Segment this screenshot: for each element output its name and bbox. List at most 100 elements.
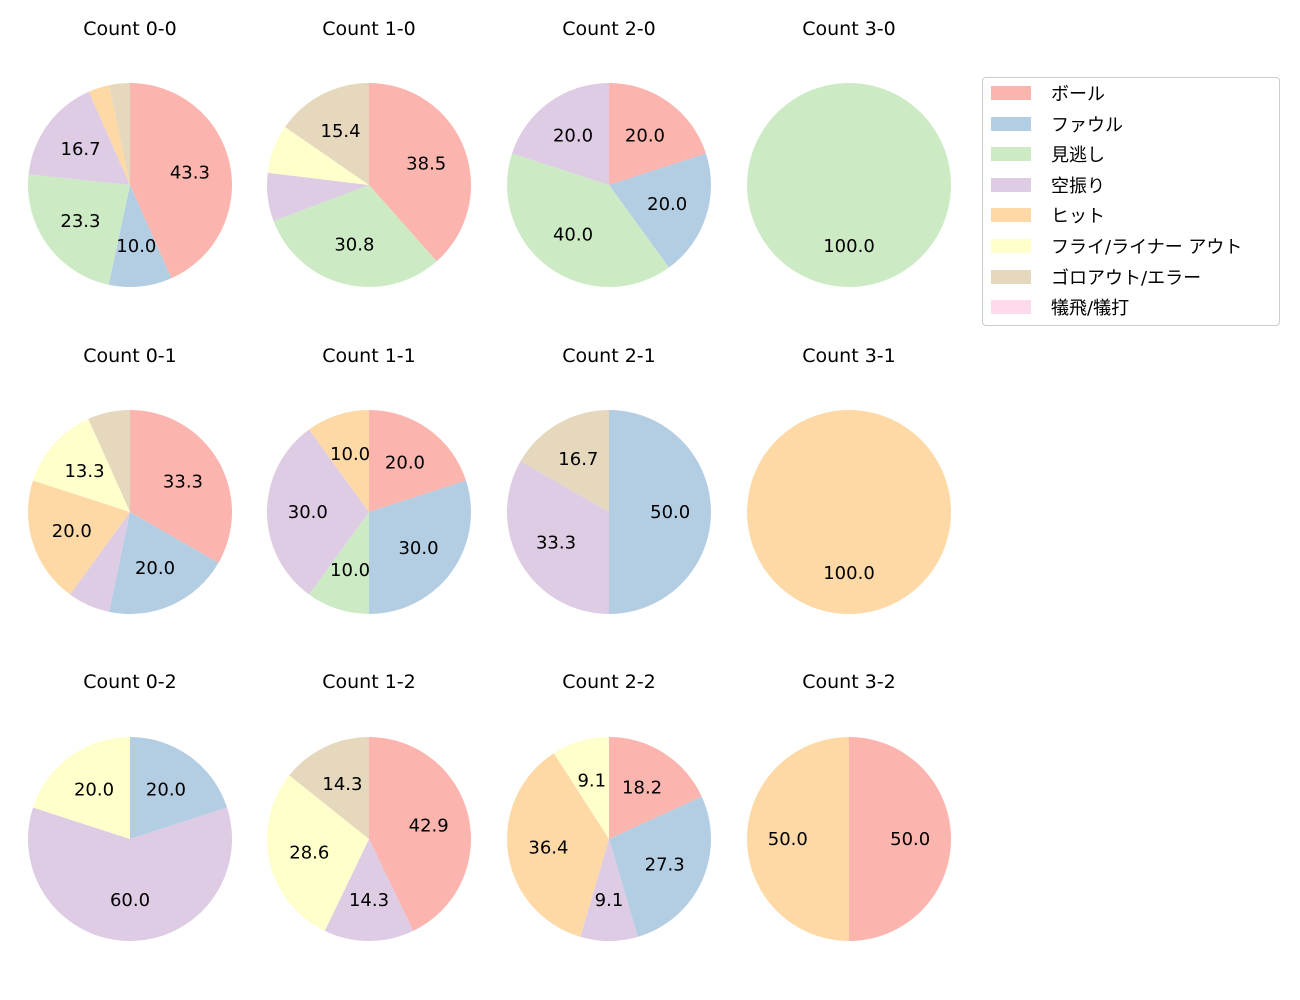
- pie-title: Count 3-1: [802, 345, 896, 367]
- pie-chart: Count 0-2 20.0 60.0 20.0: [28, 671, 233, 942]
- pie-chart: Count 1-2 42.9 14.3 28.6 14.3: [267, 671, 471, 941]
- pie-slice-4: [747, 737, 849, 941]
- legend-swatch: [991, 116, 1031, 131]
- legend: ボール ファウル 見逃し 空振り ヒット フライ/ライナー アウト ゴロアウト/エラー 犠飛/…: [982, 77, 1280, 326]
- pie-chart: Count 3-0 100.0: [747, 18, 951, 287]
- pie-title: Count 2-0: [562, 18, 656, 40]
- pie-slice-1: [609, 153, 711, 268]
- slice-label: 23.3: [60, 211, 100, 232]
- legend-swatch: [991, 269, 1031, 284]
- legend-item: ファウル: [991, 114, 1123, 136]
- pie-title: Count 0-2: [83, 671, 177, 693]
- legend-item: ヒット: [991, 205, 1105, 228]
- slice-label: 100.0: [823, 563, 875, 584]
- pie-chart: Count 2-0 20.0 20.0 40.0 20.0: [507, 18, 711, 287]
- pie-slice-6: [285, 83, 369, 185]
- legend-label: フライ/ライナー アウト: [1051, 237, 1243, 258]
- pie-slice-4: [507, 753, 609, 937]
- slice-label: 43.3: [170, 162, 210, 183]
- pie-title: Count 3-2: [802, 671, 896, 693]
- slice-label: 42.9: [409, 815, 449, 836]
- pie-slice-0: [369, 737, 471, 931]
- pie-slice-5: [32, 737, 131, 839]
- slice-label: 14.3: [322, 774, 362, 795]
- legend-swatch: [991, 86, 1031, 100]
- pie-slice-1: [109, 512, 219, 614]
- slice-label: 9.1: [577, 770, 606, 791]
- legend-item: ゴロアウト/エラー: [991, 267, 1202, 289]
- slice-label: 20.0: [553, 125, 593, 146]
- pie-slice-0: [130, 83, 233, 279]
- slice-label: 10.0: [330, 444, 370, 465]
- pie-slice-6: [520, 410, 609, 512]
- slice-label: 50.0: [768, 829, 808, 850]
- pie-slice-0: [609, 737, 702, 839]
- legend-label: ゴロアウト/エラー: [1051, 267, 1202, 289]
- pie-title: Count 1-2: [322, 671, 416, 693]
- slice-label: 15.4: [321, 121, 361, 142]
- slice-label: 20.0: [52, 521, 92, 542]
- pie-slice-1: [369, 480, 471, 614]
- slice-label: 18.2: [622, 778, 662, 799]
- pie-slice-0: [369, 83, 472, 262]
- pie-slice-3: [266, 429, 369, 595]
- slice-label: 28.6: [289, 843, 329, 864]
- slice-label: 13.3: [64, 461, 104, 482]
- legend-label: ファウル: [1051, 114, 1123, 136]
- pie-title: Count 0-0: [83, 18, 177, 40]
- pie-slice-2: [309, 512, 369, 614]
- pie-slice-3: [28, 91, 131, 185]
- legend-item: 犠飛/犠打: [991, 297, 1129, 319]
- pie-title: Count 1-0: [322, 18, 416, 40]
- pie-slice-1: [108, 185, 172, 287]
- slice-label: 38.5: [406, 153, 446, 174]
- pie-slice-3: [580, 839, 638, 942]
- pie-slice-6: [88, 410, 130, 512]
- slice-label: 60.0: [110, 890, 150, 911]
- slice-label: 16.7: [61, 139, 101, 160]
- slice-label: 40.0: [553, 225, 593, 246]
- slice-label: 20.0: [74, 779, 114, 800]
- slice-label: 36.4: [528, 838, 568, 859]
- slice-label: 10.0: [116, 236, 156, 257]
- slice-label: 30.0: [398, 538, 438, 559]
- slice-label: 20.0: [625, 125, 665, 146]
- pie-slice-4: [309, 410, 369, 512]
- pie-slice-5: [553, 737, 609, 839]
- slice-label: 33.3: [536, 533, 576, 554]
- pie-slice-2: [747, 83, 951, 287]
- legend-label: 見逃し: [1051, 145, 1105, 167]
- pie-slice-6: [289, 737, 369, 839]
- pie-slice-3: [28, 807, 233, 942]
- pie-chart: Count 1-0 38.5 30.8 15.4: [267, 18, 472, 287]
- pie-slice-3: [511, 83, 609, 185]
- pie-slice-3: [267, 172, 369, 222]
- pie-chart: Count 3-2 50.0 50.0: [747, 671, 951, 941]
- pie-slice-3: [506, 461, 609, 614]
- slice-label: 27.3: [645, 854, 685, 875]
- pie-chart: Count 3-1 100.0: [747, 345, 951, 614]
- pie-title: Count 3-0: [802, 18, 896, 40]
- slice-label: 9.1: [595, 890, 624, 911]
- slice-label: 100.0: [823, 236, 875, 257]
- pie-chart: Count 0-0 43.3 10.0 23.3 16.7: [27, 18, 233, 287]
- legend-swatch: [991, 177, 1031, 192]
- pie-slice-4: [28, 480, 131, 595]
- slice-label: 30.8: [334, 234, 374, 255]
- pie-slice-0: [130, 410, 232, 563]
- slice-label: 20.0: [146, 779, 186, 800]
- pie-slice-2: [273, 185, 437, 287]
- slice-label: 14.3: [349, 890, 389, 911]
- legend-item: 見逃し: [991, 144, 1105, 167]
- legend-label: ボール: [1051, 84, 1105, 105]
- pie-slice-1: [609, 796, 711, 937]
- legend-item: ボール: [991, 83, 1105, 105]
- pie-title: Count 1-1: [322, 345, 416, 367]
- pie-slice-2: [507, 153, 669, 287]
- pie-title: Count 2-1: [562, 345, 656, 367]
- legend-swatch: [991, 208, 1031, 223]
- legend-label: ヒット: [1051, 206, 1105, 228]
- slice-label: 20.0: [135, 558, 175, 579]
- slice-label: 50.0: [650, 502, 690, 523]
- pie-slice-5: [267, 127, 369, 185]
